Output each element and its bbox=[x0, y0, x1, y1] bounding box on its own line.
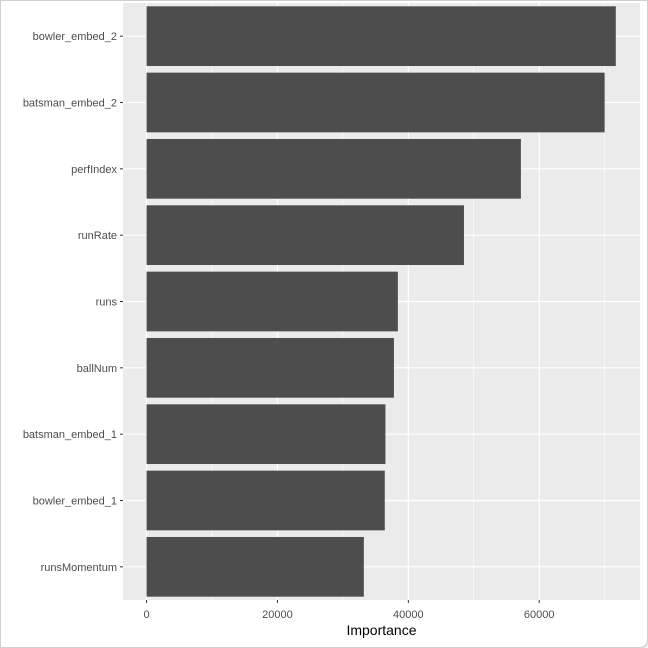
y-tick-label: ballNum bbox=[77, 363, 117, 375]
x-axis: 0 20000 40000 60000 bbox=[143, 600, 555, 621]
y-tick-label: batsman_embed_2 bbox=[23, 98, 117, 110]
y-tick-label: perfIndex bbox=[71, 164, 117, 176]
x-tick-label: 0 bbox=[143, 609, 149, 621]
y-tick-label: runRate bbox=[78, 230, 117, 242]
y-tick-label: runs bbox=[96, 297, 118, 309]
bar-runs bbox=[146, 271, 398, 332]
bars bbox=[146, 6, 616, 597]
bar-bowler_embed_2 bbox=[146, 6, 616, 67]
bar-bowler_embed_1 bbox=[146, 470, 385, 531]
y-tick-label: batsman_embed_1 bbox=[23, 429, 117, 441]
y-tick-label: bowler_embed_2 bbox=[33, 31, 117, 43]
y-tick-label: runsMomentum bbox=[41, 562, 117, 574]
bar-batsman_embed_1 bbox=[146, 404, 386, 465]
y-tick-label: bowler_embed_1 bbox=[33, 496, 117, 508]
bar-runRate bbox=[146, 205, 464, 266]
x-tick-label: 60000 bbox=[524, 609, 555, 621]
bar-perfIndex bbox=[146, 138, 521, 199]
x-tick-label: 40000 bbox=[393, 609, 424, 621]
bar-runsMomentum bbox=[146, 536, 364, 597]
y-axis: bowler_embed_2 batsman_embed_2 perfIndex ru… bbox=[23, 31, 123, 574]
x-axis-title: Importance bbox=[346, 622, 416, 638]
bar-ballNum bbox=[146, 337, 394, 398]
x-tick-label: 20000 bbox=[262, 609, 293, 621]
bar-batsman_embed_2 bbox=[146, 72, 605, 133]
